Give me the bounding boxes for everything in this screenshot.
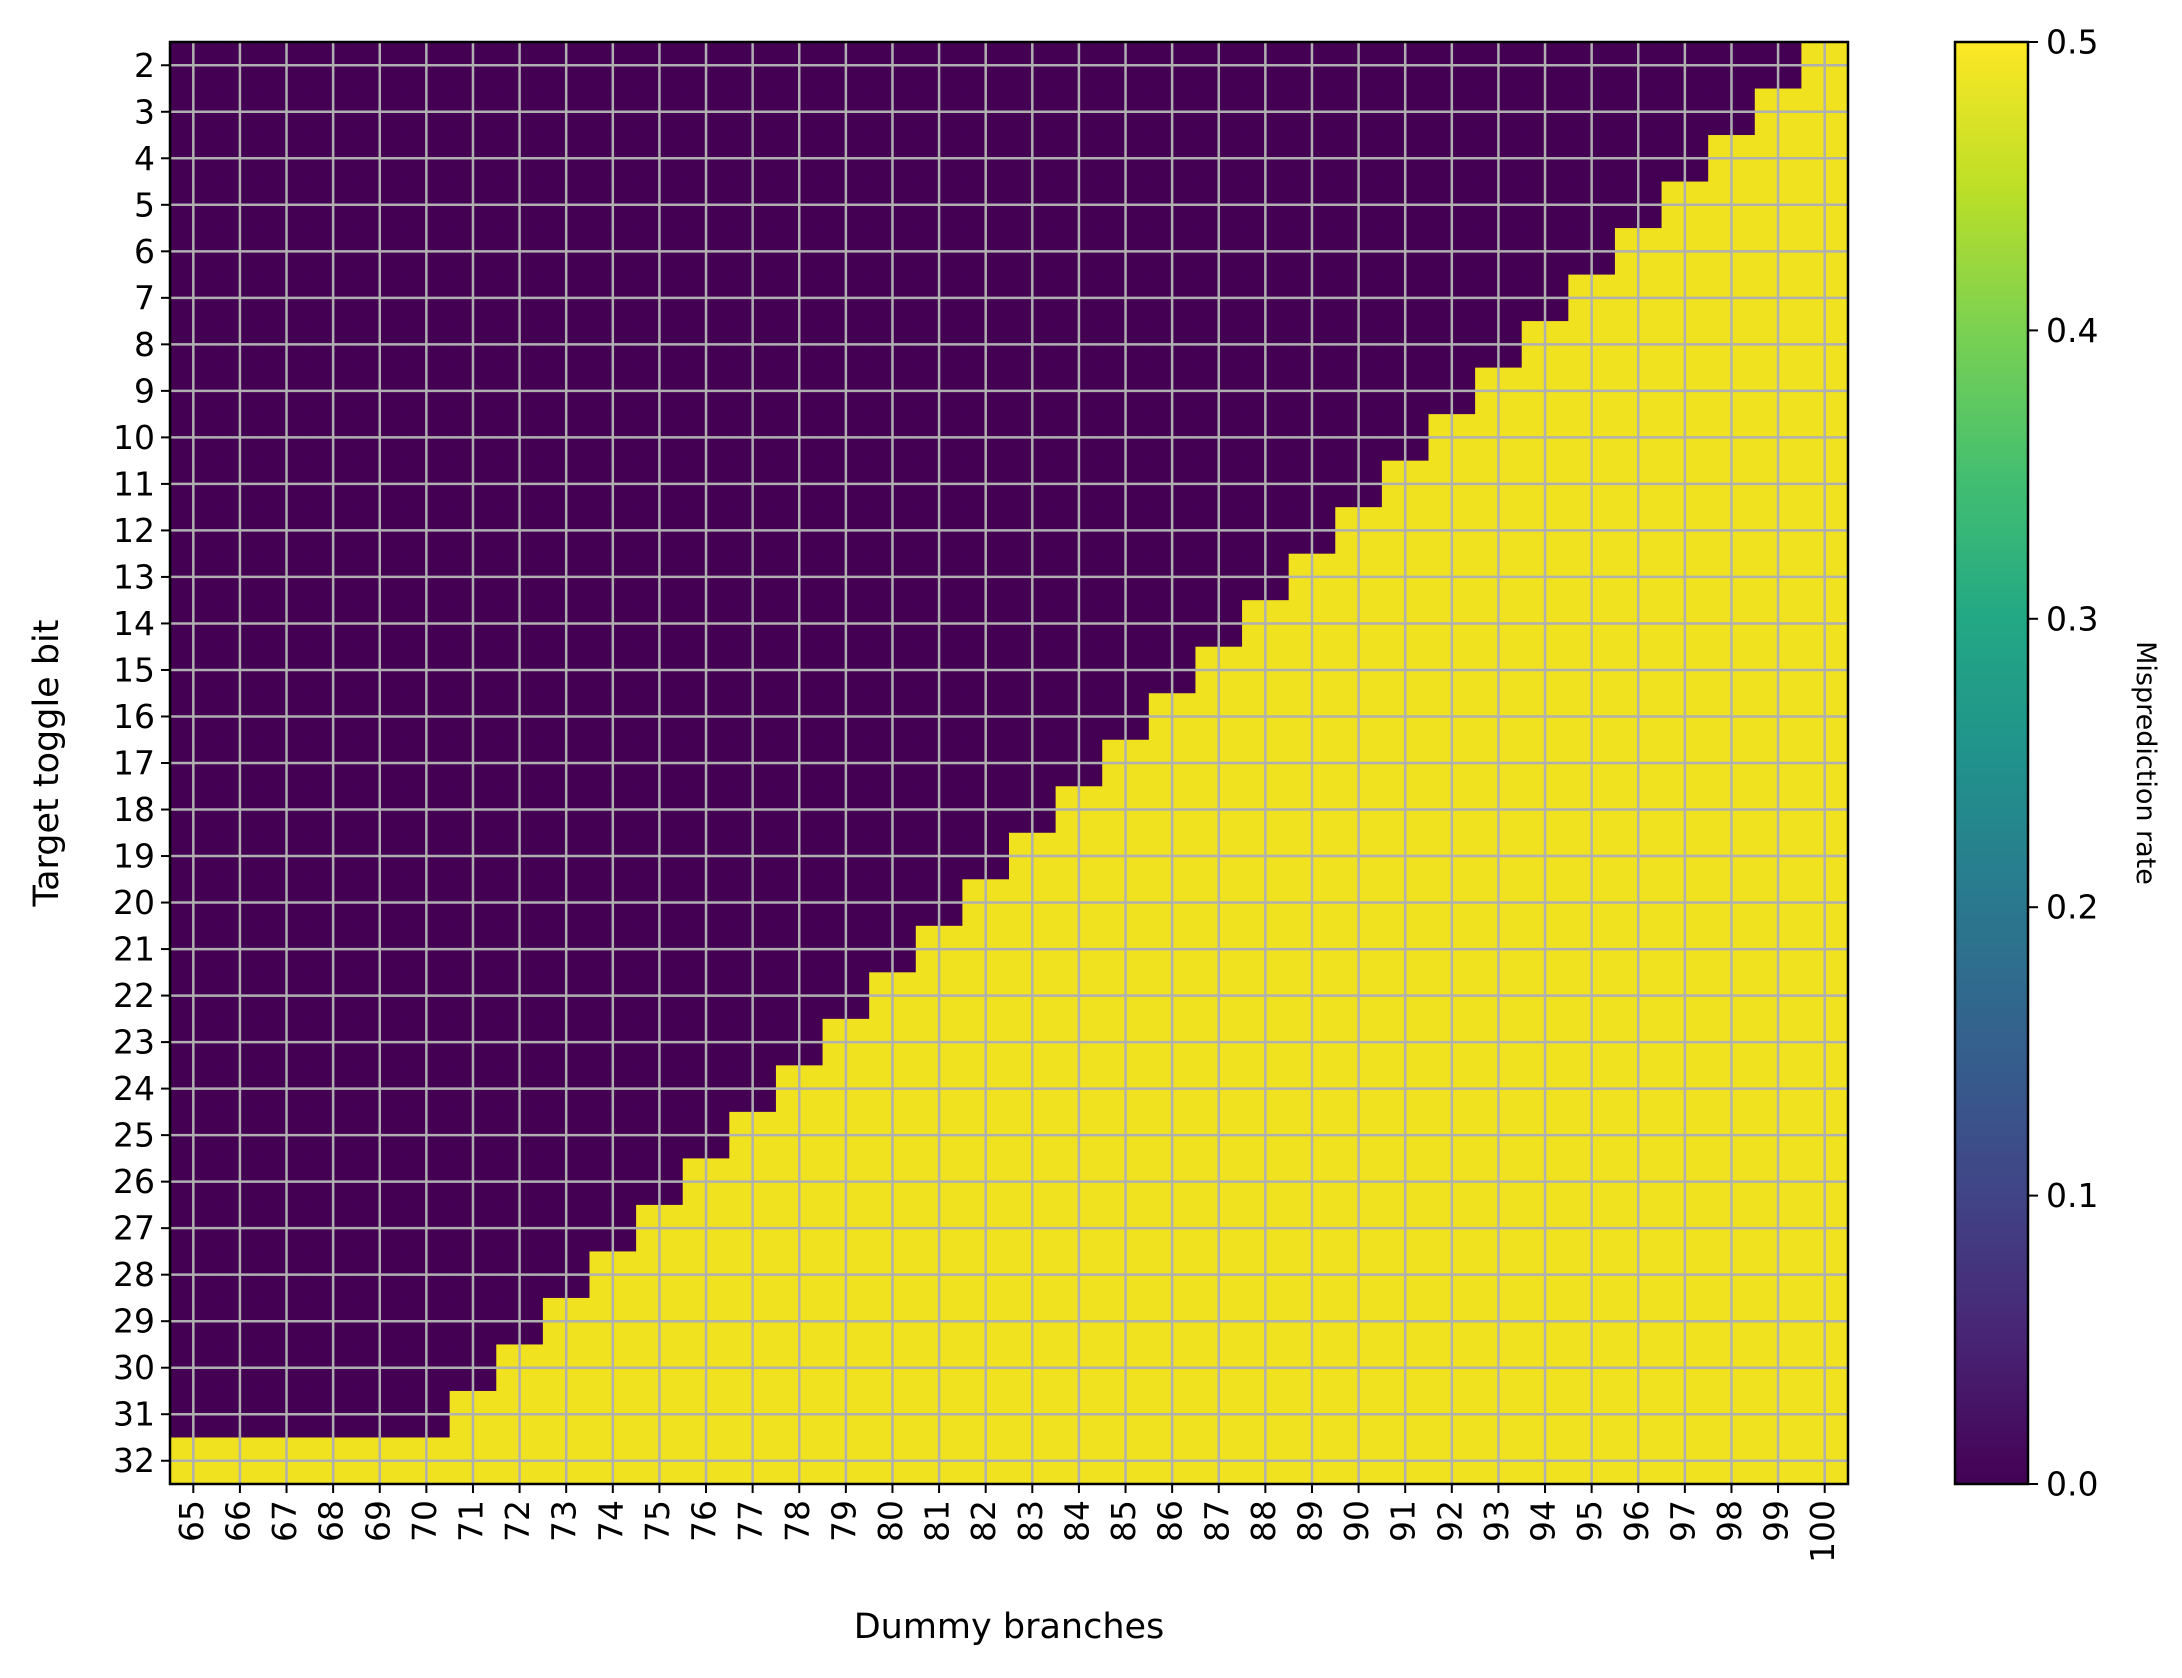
y-tick-label: 31 [113, 1395, 155, 1434]
y-tick-label: 10 [113, 418, 155, 457]
x-tick-label: 95 [1570, 1500, 1609, 1542]
y-tick-label: 11 [113, 464, 155, 503]
x-tick-label: 99 [1757, 1500, 1796, 1542]
y-tick-label: 23 [113, 1023, 155, 1062]
x-tick-label: 70 [405, 1500, 444, 1542]
colorbar-gradient [1953, 40, 2030, 1486]
x-tick-label: 97 [1663, 1500, 1702, 1542]
x-axis-ticks: 65 66 67 68 69 70 71 72 73 74 75 76 77 78 79 80 81 82 83 84… [172, 1484, 1842, 1563]
colorbar-tick-label: 0.1 [2046, 1176, 2098, 1215]
colorbar-tick-label: 0.3 [2046, 599, 2098, 638]
colorbar-tick-label: 0.4 [2046, 311, 2098, 350]
x-tick-label: 96 [1617, 1500, 1656, 1542]
x-tick-label: 91 [1384, 1500, 1423, 1542]
y-tick-label: 18 [113, 790, 155, 829]
y-tick-label: 26 [113, 1162, 155, 1201]
y-tick-label: 28 [113, 1255, 155, 1294]
x-tick-label: 67 [265, 1500, 304, 1542]
y-tick-label: 8 [134, 325, 155, 364]
x-tick-label: 90 [1337, 1500, 1376, 1542]
y-tick-label: 22 [113, 976, 155, 1015]
y-tick-label: 5 [134, 185, 155, 224]
x-tick-label: 69 [358, 1500, 397, 1542]
x-axis-label: Dummy branches [854, 1607, 1165, 1647]
x-tick-label: 100 [1803, 1500, 1842, 1563]
y-tick-label: 2 [134, 46, 155, 85]
y-tick-label: 15 [113, 650, 155, 689]
colorbar-tick-label: 0.0 [2046, 1465, 2098, 1504]
y-tick-label: 25 [113, 1116, 155, 1155]
x-tick-label: 81 [918, 1500, 957, 1542]
x-tick-label: 80 [871, 1500, 910, 1542]
colorbar-label: Misprediction rate [2130, 641, 2161, 885]
y-tick-label: 7 [134, 278, 155, 317]
y-axis-ticks: 2345678910111213141516171819202122232425… [113, 46, 170, 1480]
x-tick-label: 74 [591, 1500, 630, 1542]
y-tick-label: 20 [113, 883, 155, 922]
y-tick-label: 4 [134, 139, 155, 178]
colorbar-ticks: 0.0 0.1 0.2 0.3 0.4 0.5 [2028, 23, 2098, 1504]
y-tick-label: 3 [134, 92, 155, 131]
x-tick-label: 83 [1011, 1500, 1050, 1542]
x-tick-label: 72 [498, 1500, 537, 1542]
x-tick-label: 94 [1524, 1500, 1563, 1542]
x-tick-label: 82 [964, 1500, 1003, 1542]
grid-lines [170, 42, 1848, 1484]
colorbar-tick-label: 0.2 [2046, 888, 2098, 927]
x-tick-label: 78 [778, 1500, 817, 1542]
x-tick-label: 84 [1057, 1500, 1096, 1542]
x-tick-label: 76 [685, 1500, 724, 1542]
y-tick-label: 12 [113, 511, 155, 550]
x-tick-label: 75 [638, 1500, 677, 1542]
y-tick-label: 16 [113, 697, 155, 736]
y-tick-label: 27 [113, 1209, 155, 1248]
x-tick-label: 85 [1104, 1500, 1143, 1542]
y-tick-label: 29 [113, 1302, 155, 1341]
x-tick-label: 87 [1197, 1500, 1236, 1542]
colorbar: 0.0 0.1 0.2 0.3 0.4 0.5 Misprediction rate [1953, 23, 2161, 1504]
y-tick-label: 6 [134, 232, 155, 271]
y-axis-label: Target toggle bit [27, 619, 67, 907]
y-tick-label: 14 [113, 604, 155, 643]
y-tick-label: 24 [113, 1069, 155, 1108]
x-tick-label: 89 [1290, 1500, 1329, 1542]
y-tick-label: 30 [113, 1348, 155, 1387]
y-tick-label: 32 [113, 1441, 155, 1480]
y-tick-label: 9 [134, 371, 155, 410]
y-tick-label: 17 [113, 744, 155, 783]
x-tick-label: 86 [1151, 1500, 1190, 1542]
x-tick-label: 98 [1710, 1500, 1749, 1542]
x-tick-label: 73 [545, 1500, 584, 1542]
x-tick-label: 68 [312, 1500, 351, 1542]
x-tick-label: 92 [1430, 1500, 1469, 1542]
x-tick-label: 65 [172, 1500, 211, 1542]
x-tick-label: 71 [451, 1500, 490, 1542]
x-tick-label: 66 [218, 1500, 257, 1542]
y-tick-label: 19 [113, 837, 155, 876]
x-tick-label: 88 [1244, 1500, 1283, 1542]
x-tick-label: 93 [1477, 1500, 1516, 1542]
y-tick-label: 13 [113, 557, 155, 596]
y-tick-label: 21 [113, 930, 155, 969]
x-tick-label: 79 [824, 1500, 863, 1542]
x-tick-label: 77 [731, 1500, 770, 1542]
colorbar-tick-label: 0.5 [2046, 23, 2098, 62]
